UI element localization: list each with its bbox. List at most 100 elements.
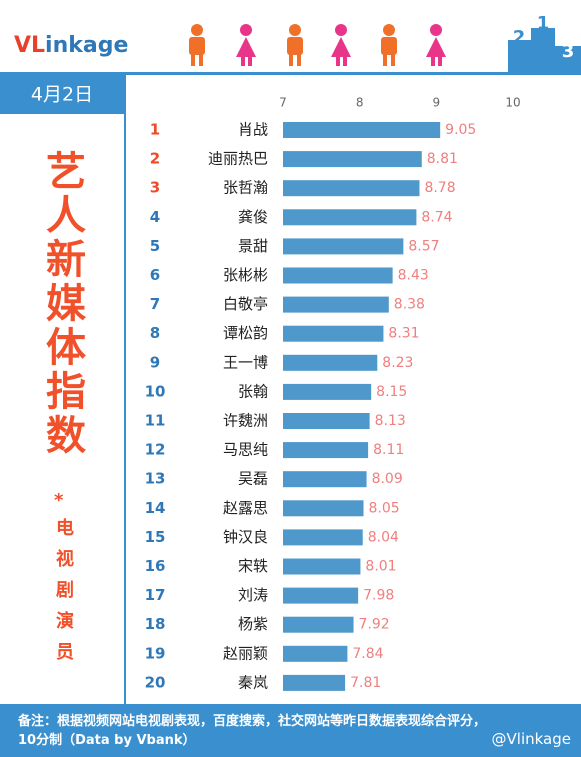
bar [283, 209, 417, 226]
value-label: 7.92 [359, 617, 390, 633]
rank: 12 [145, 441, 166, 459]
podium: 2 1 3 [508, 13, 581, 72]
value-label: 8.09 [372, 471, 403, 487]
value-label: 8.78 [424, 180, 455, 196]
bar [283, 500, 364, 517]
y-tick-label: 赵露思 [223, 499, 268, 517]
rank: 14 [145, 499, 166, 517]
value-label: 8.11 [373, 442, 404, 458]
people-icons [189, 24, 446, 66]
bar [283, 383, 372, 400]
footer-note: 备注：根据视频网站电视剧表现，百度搜索，社交网站等昨日数据表现综合评分，10分制… [18, 714, 487, 748]
bar [283, 325, 384, 342]
rank: 16 [145, 557, 166, 575]
bar [283, 151, 422, 168]
value-label: 8.13 [375, 413, 406, 429]
logo-part: inkage [45, 33, 128, 58]
rank: 20 [145, 673, 166, 691]
bar [283, 238, 404, 255]
rank: 18 [145, 615, 166, 633]
rank: 19 [145, 644, 166, 662]
bar [283, 296, 389, 313]
y-tick-label: 宋轶 [238, 557, 268, 575]
value-label: 7.98 [363, 588, 394, 604]
value-label: 7.81 [350, 675, 381, 691]
asterisk: * [54, 490, 64, 511]
podium-label: 2 [513, 27, 526, 48]
value-label: 8.15 [376, 384, 407, 400]
bar [283, 354, 378, 371]
y-tick-label: 钟汉良 [223, 528, 268, 546]
y-tick-label: 张彬彬 [223, 266, 268, 284]
header-line [0, 72, 581, 75]
date-band [0, 75, 125, 114]
date: 4月2日 [31, 84, 93, 106]
y-tick-label: 张哲瀚 [223, 179, 268, 197]
footer: 备注：根据视频网站电视剧表现，百度搜索，社交网站等昨日数据表现综合评分，10分制… [0, 704, 581, 757]
bar [283, 616, 354, 633]
value-label: 8.31 [388, 326, 419, 342]
y-tick-label: 白敬亭 [223, 295, 268, 313]
logo: VLinkage [14, 33, 128, 58]
bar [283, 180, 420, 197]
value-label: 8.38 [394, 297, 425, 313]
rank: 3 [150, 179, 160, 197]
rank: 10 [145, 382, 166, 400]
value-label: 8.43 [398, 268, 429, 284]
value-label: 8.81 [427, 151, 458, 167]
x-tick-label: 9 [433, 96, 441, 110]
rank: 11 [145, 412, 166, 430]
bar [283, 267, 393, 284]
x-tick-label: 8 [356, 96, 364, 110]
bar [283, 442, 369, 459]
rank: 4 [150, 208, 160, 226]
rank: 1 [150, 121, 160, 139]
y-tick-label: 马思纯 [223, 441, 268, 459]
bar [283, 471, 367, 488]
x-tick-label: 10 [505, 96, 520, 110]
y-tick-label: 许魏洲 [223, 412, 268, 430]
podium-label: 1 [537, 13, 550, 34]
logo-part: VL [14, 33, 45, 58]
value-label: 8.01 [365, 559, 396, 575]
rank: 9 [150, 353, 160, 371]
rank: 15 [145, 528, 166, 546]
bar [283, 587, 359, 604]
bar [283, 122, 441, 138]
rank: 2 [150, 150, 160, 168]
bar [283, 529, 363, 546]
value-label: 8.05 [369, 500, 400, 516]
value-label: 8.74 [421, 209, 452, 225]
bar [283, 558, 361, 575]
y-tick-label: 赵丽颖 [223, 644, 268, 662]
y-tick-label: 谭松韵 [223, 324, 268, 342]
value-label: 7.84 [352, 646, 383, 662]
bar [283, 645, 348, 662]
podium-label: 3 [562, 41, 575, 62]
bar [283, 413, 370, 429]
rank: 13 [145, 470, 166, 488]
bar [283, 674, 346, 691]
rank: 6 [150, 266, 160, 284]
x-tick-label: 7 [279, 96, 287, 110]
value-label: 8.23 [382, 355, 413, 371]
value-label: 8.04 [368, 529, 399, 545]
value-label: 9.05 [445, 122, 476, 138]
y-tick-label: 秦岚 [238, 673, 268, 691]
y-tick-label: 杨紫 [238, 615, 268, 633]
side-title: 艺人新媒体指数 [39, 150, 85, 458]
y-tick-label: 龚俊 [238, 208, 268, 226]
handle: @Vlinkage [491, 730, 571, 748]
side-subtitle: 电视剧演员 [53, 518, 74, 673]
y-tick-label: 景甜 [238, 237, 268, 255]
y-tick-label: 迪丽热巴 [208, 150, 268, 168]
rank: 7 [150, 295, 160, 313]
rank: 8 [150, 324, 160, 342]
rank: 5 [150, 237, 160, 255]
value-label: 8.57 [408, 238, 439, 254]
rank: 17 [145, 586, 166, 604]
y-tick-label: 吴磊 [238, 470, 268, 488]
y-tick-label: 刘涛 [238, 586, 268, 604]
